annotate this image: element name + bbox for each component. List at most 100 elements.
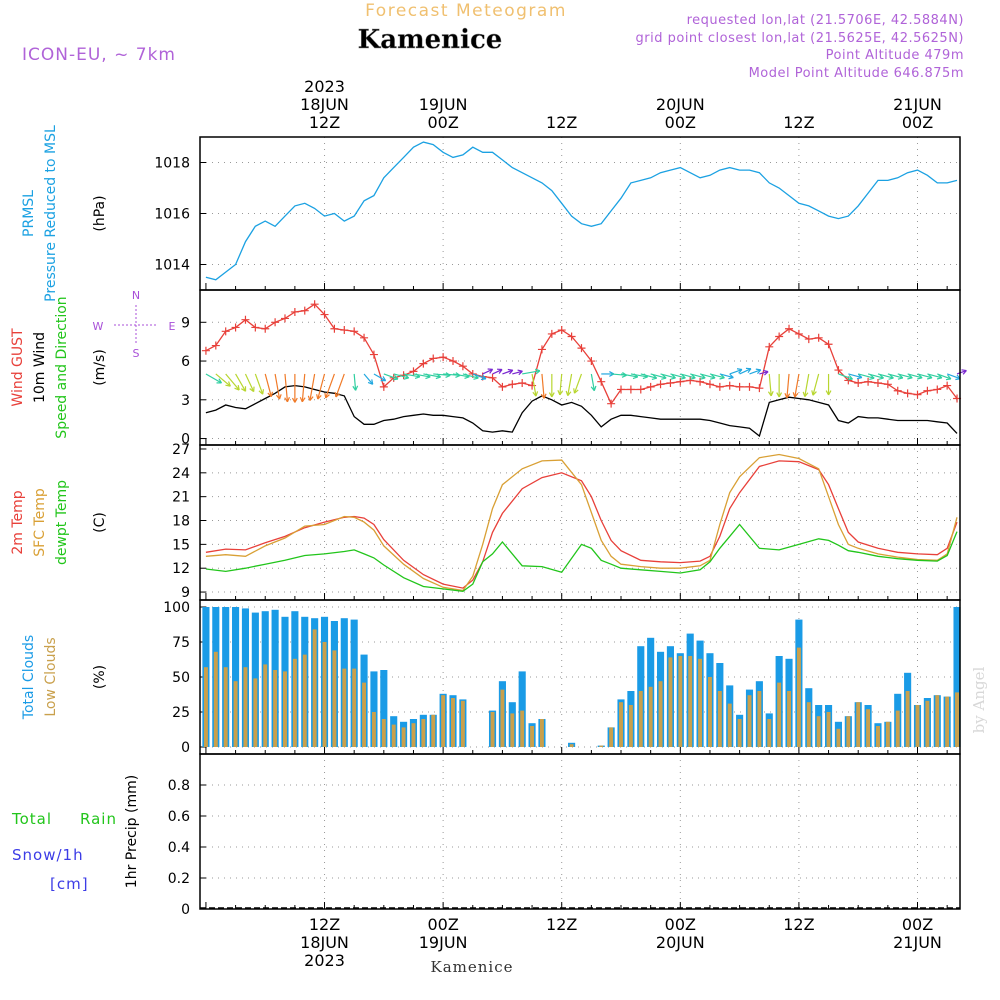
wind-arrow-head (507, 368, 514, 375)
cloud-bar-low (698, 658, 703, 747)
y-tick-label: 3 (181, 393, 190, 409)
cloud-bar-low (767, 719, 772, 747)
wind-arrow (956, 369, 967, 375)
cloud-bar-low (619, 702, 623, 747)
gust-marker (666, 379, 675, 387)
gust-marker (646, 382, 655, 391)
wind-arrow (786, 373, 790, 398)
gust-marker (686, 376, 695, 385)
series-line (205, 141, 958, 281)
wind-arrow-head (540, 393, 547, 399)
y-tick-label: 0 (181, 740, 190, 756)
gust-marker (775, 332, 784, 341)
cloud-bar-low (895, 710, 900, 747)
wind-arrow-head (534, 368, 541, 375)
series-label: Wind GUST (10, 328, 26, 407)
gust-marker (271, 318, 280, 327)
gust-marker (617, 385, 626, 394)
panel-clouds: 0 25 50 75 100 Total Clouds Low Clouds (%) (21, 599, 961, 756)
series-label: Speed and Direction (54, 296, 70, 438)
bottom-time-label: 00Z (427, 915, 458, 934)
wind-arrow (559, 373, 563, 395)
wind-arrow-head (284, 397, 290, 403)
gust-marker (330, 324, 339, 333)
gust-marker (587, 357, 596, 366)
series-line (205, 523, 958, 592)
wind-arrow (205, 373, 222, 384)
bottom-time-label: 12Z (546, 915, 577, 934)
cloud-bar-low (856, 702, 861, 747)
cloud-bar-low (846, 716, 851, 747)
cloud-bar-low (332, 650, 337, 747)
gust-marker (765, 342, 774, 351)
gust-marker (864, 377, 873, 386)
gust-marker (705, 380, 714, 389)
wind-arrow (522, 370, 541, 375)
gust-marker (419, 359, 428, 368)
wind-arrow (472, 373, 487, 380)
gust-marker (903, 389, 912, 398)
y-tick-label: 1016 (154, 207, 190, 223)
gust-marker (883, 380, 892, 389)
wind-arrow-head (532, 391, 539, 397)
wind-arrow (650, 373, 667, 379)
wind-arrow-head (565, 390, 572, 396)
wind-arrow (353, 373, 357, 391)
wind-arrow-head (299, 397, 306, 403)
compass-w: W (93, 320, 104, 333)
wind-arrow-head (216, 378, 223, 384)
wind-arrow (335, 373, 345, 398)
series-line (205, 384, 958, 438)
cloud-bar-low (658, 681, 663, 747)
gust-marker (626, 385, 635, 394)
wind-arrow-head (776, 392, 783, 398)
top-time-label: 12Z (309, 113, 340, 132)
wind-arrow (567, 373, 573, 396)
wind-arrow (254, 373, 264, 395)
gust-marker (824, 340, 833, 349)
gust-marker (607, 399, 616, 408)
top-time-label: 2023 (304, 77, 345, 96)
panel-frame (199, 444, 961, 601)
gust-marker (439, 353, 448, 362)
wind-arrow (858, 373, 875, 379)
cloud-bar-low (460, 700, 465, 747)
cloud-bar-low (421, 719, 426, 747)
gust-marker (537, 345, 546, 354)
panel-pressure: 1014 1016 1018 PRMSL Pressure Reduced to MSL… (21, 125, 961, 302)
wind-arrow (670, 373, 686, 379)
wind-arrow (462, 373, 479, 379)
gust-marker (340, 326, 349, 335)
cloud-bar-low (253, 678, 258, 747)
gust-marker (656, 380, 665, 389)
wind-arrow-head (249, 386, 255, 393)
wind-arrow (573, 373, 583, 394)
gust-marker (814, 333, 823, 342)
cloud-bar-low (737, 719, 742, 747)
cloud-bar-low (441, 695, 446, 747)
cloud-bar-low (599, 745, 604, 747)
cloud-bar-low (520, 710, 525, 747)
gust-marker (567, 332, 576, 341)
wind-arrow (244, 373, 255, 392)
gust-marker (735, 382, 744, 391)
wind-arrow (215, 373, 231, 387)
wind-arrow-head (367, 379, 374, 385)
wind-arrow-head (307, 395, 314, 401)
wind-arrow (309, 373, 316, 401)
wind-arrow (531, 373, 537, 397)
gust-marker (360, 333, 369, 342)
cloud-bar-low (302, 654, 307, 747)
y-tick-label: 15 (172, 537, 190, 553)
cloud-bar-low (273, 670, 278, 747)
y-tick-label: 25 (172, 705, 190, 721)
bottom-time-label: 12Z (783, 915, 814, 934)
cloud-bar-low (885, 721, 890, 747)
gust-marker (458, 362, 467, 371)
wind-arrow (541, 373, 545, 399)
cloud-bar-low (787, 691, 791, 747)
gust-marker (320, 310, 329, 319)
gust-marker (745, 382, 754, 391)
